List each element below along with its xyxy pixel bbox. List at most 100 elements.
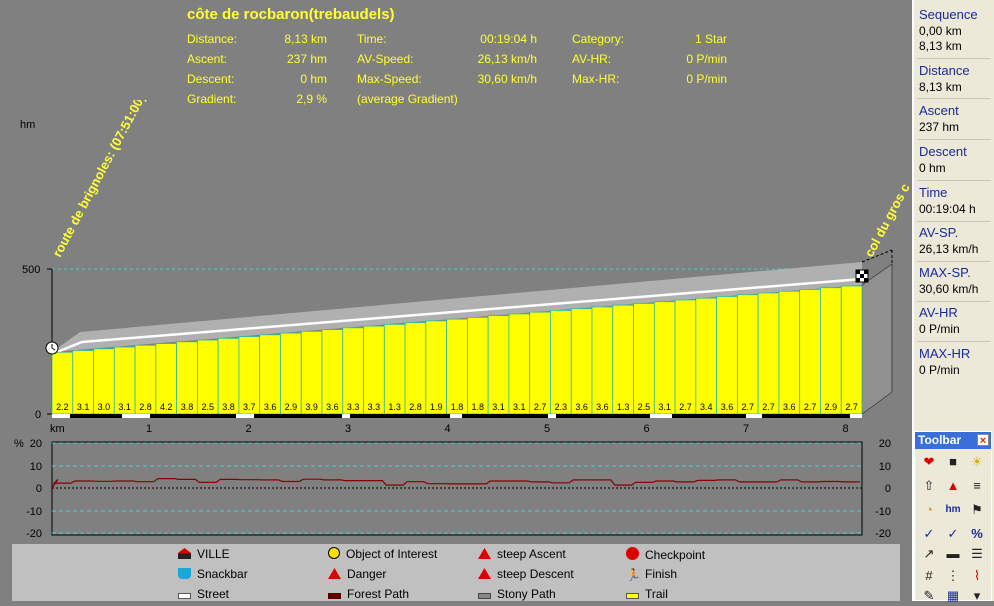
arrow-icon[interactable]: ↗	[923, 546, 935, 561]
legend-steep-descent: steep Descent	[478, 567, 574, 581]
stat-avhr-label: AV-HR:	[572, 52, 612, 66]
segment-gradient-label: 3.9	[305, 402, 318, 412]
warning-icon[interactable]: ▲	[946, 478, 960, 493]
profile-canvas: côte de rocbaron(trebaudels) Distance: 8…	[12, 6, 912, 601]
gradient-right-tick: -10	[875, 506, 891, 518]
elevation-bar	[466, 316, 489, 415]
sidebar-maxhr-value: 0 P/min	[919, 363, 960, 377]
stat-maxspeed-label: Max-Speed:	[357, 72, 422, 86]
stat-time-label: Time:	[357, 32, 387, 46]
elevation-bar	[674, 299, 697, 415]
elevation-bar	[363, 325, 385, 415]
sidebar-avsp-label: AV-SP.	[919, 225, 959, 240]
stat-descent-value: 0 hm	[300, 72, 327, 86]
sun-icon[interactable]: ☀	[971, 454, 983, 469]
segment-gradient-label: 3.3	[368, 402, 381, 412]
dropdown-icon[interactable]: ▾	[973, 588, 981, 603]
stat-category-value: 1 Star	[694, 32, 727, 46]
x-tick-label: 8	[842, 423, 848, 435]
shirt-icon[interactable]: ⇧	[923, 478, 935, 493]
segment-gradient-label: 2.8	[409, 402, 422, 412]
legend-forest: Forest Path	[328, 587, 409, 601]
elevation-bar	[508, 313, 531, 415]
stop-sign-icon	[626, 547, 639, 560]
sidebar-maxsp-label: MAX-SP.	[919, 265, 971, 280]
grid-icon[interactable]: #	[925, 568, 933, 583]
dotted-list-icon[interactable]: ⋮	[946, 568, 960, 583]
segment-gradient-label: 3.1	[492, 402, 505, 412]
elevation-bar	[736, 294, 759, 415]
elevation-bar	[591, 306, 614, 415]
elevation-bar	[716, 296, 738, 415]
surface-segment	[548, 414, 556, 418]
stat-maxhr-label: Max-HR:	[572, 72, 620, 86]
list-icon[interactable]: ☰	[971, 546, 983, 561]
legend-object-label: Object of Interest	[346, 547, 438, 561]
legend-trail: Trail	[626, 587, 668, 601]
elevation-bar	[820, 287, 842, 415]
sidebar-divider	[917, 180, 991, 181]
sidebar-time-value: 00:19:04 h	[919, 202, 976, 216]
x-tick-label: 1	[146, 423, 152, 435]
segment-gradient-label: 2.7	[742, 402, 755, 412]
elevation-hm-icon[interactable]: hm	[945, 504, 961, 515]
gradient-right-tick: 10	[879, 461, 891, 473]
sidebar-avsp-value: 26,13 km/h	[919, 242, 979, 256]
surface-segment	[850, 414, 862, 418]
segment-gradient-label: 2.5	[202, 402, 215, 412]
segment-gradient-label: 1.3	[388, 402, 401, 412]
spell-check-icon[interactable]: ✓	[923, 526, 935, 541]
stat-avg-gradient-note: (average Gradient)	[357, 92, 458, 106]
smiley-icon	[328, 547, 340, 559]
gradient-left-tick: 0	[36, 483, 42, 495]
x-tick-label: 5	[544, 423, 550, 435]
pencil-icon[interactable]: ✎	[923, 588, 935, 603]
x-tick-label: 3	[345, 423, 351, 435]
elevation-bar	[446, 318, 468, 415]
chart-icon[interactable]: ⌇	[973, 568, 981, 583]
segment-gradient-label: 2.7	[534, 402, 547, 412]
elevation-bar	[383, 323, 406, 415]
segment-gradient-label: 3.6	[326, 402, 339, 412]
camera-icon[interactable]: ■	[949, 454, 957, 469]
gradient-left-tick: -20	[26, 528, 42, 540]
legend-panel: VILLE Snackbar Street Object of Interest…	[12, 544, 900, 601]
stat-distance-value: 8,13 km	[284, 32, 327, 46]
checkered-flag-icon[interactable]: ⚑	[971, 502, 983, 517]
spell-check-2-icon[interactable]: ✓	[947, 526, 959, 541]
y-axis-unit: hm	[20, 119, 35, 131]
sidebar-divider	[917, 58, 991, 59]
legend-steep-descent-label: steep Descent	[497, 567, 574, 581]
stat-time-value: 00:19:04 h	[480, 32, 537, 46]
segment-gradient-label: 2.2	[56, 402, 69, 412]
clock-icon[interactable]: ◔	[925, 502, 933, 517]
segment-gradient-label: 2.9	[825, 402, 838, 412]
sidebar-ascent-label: Ascent	[919, 103, 959, 118]
sidebar-maxhr-label: MAX-HR	[919, 346, 971, 361]
legend-finish: 🏃 Finish	[626, 567, 677, 581]
toolbar-close-button[interactable]: ×	[977, 434, 989, 447]
elevation-bar	[487, 315, 510, 415]
table-icon[interactable]: ▦	[946, 588, 960, 603]
lines-icon[interactable]: ≡	[973, 478, 981, 493]
surface-segment	[52, 414, 70, 418]
segment-gradient-label: 3.3	[347, 402, 360, 412]
bars-icon[interactable]: ▬	[946, 546, 960, 561]
heart-icon[interactable]: ❤	[923, 454, 935, 469]
sidebar-divider	[917, 139, 991, 140]
elevation-bar	[404, 322, 427, 415]
legend-object: Object of Interest	[328, 547, 437, 561]
steep-ascent-icon	[478, 548, 491, 559]
stat-distance-label: Distance:	[187, 32, 238, 46]
gradient-line	[51, 478, 860, 489]
y-tick-500: 500	[22, 264, 40, 276]
surface-segment	[236, 414, 254, 418]
elevation-bar	[425, 320, 448, 415]
legend-trail-label: Trail	[645, 587, 668, 601]
elevation-bar	[529, 311, 551, 415]
elevation-bar	[757, 292, 780, 415]
percent-icon[interactable]: %	[971, 526, 983, 541]
steep-descent-icon	[478, 568, 491, 579]
gradient-right-tick: 0	[885, 483, 891, 495]
segment-gradient-label: 3.8	[222, 402, 235, 412]
